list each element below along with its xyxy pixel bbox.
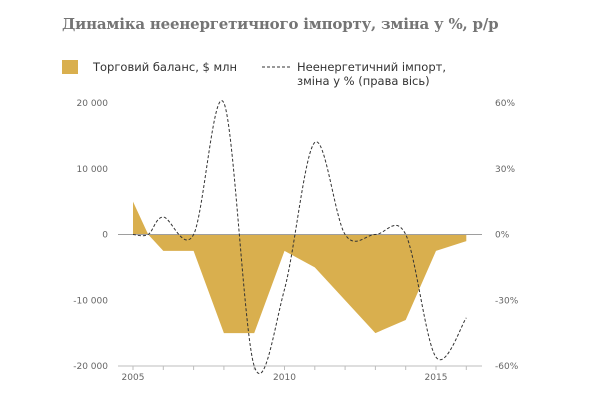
y-right-tick-label: 0%	[495, 231, 510, 241]
legend-line-swatch	[262, 66, 292, 68]
trade-balance-area	[133, 201, 467, 334]
non-energy-import-line	[132, 100, 467, 375]
y-left-tick-label: 0	[102, 231, 108, 241]
legend-area-label: Торговий баланс, $ млн	[93, 60, 238, 74]
y-right-tick-label: -30%	[495, 296, 519, 306]
y-left-tick-label: -10 000	[73, 296, 108, 306]
y-left-tick-label: -20 000	[73, 362, 108, 372]
x-tick-label: 2005	[122, 373, 145, 383]
legend-line-label: Неенергетичний імпорт, зміна у % (права …	[297, 60, 446, 88]
y-right-tick-label: 60%	[495, 99, 515, 109]
legend-area-swatch	[62, 60, 78, 74]
x-tick-label: 2015	[425, 373, 448, 383]
chart-title: Динаміка неенергетичного імпорту, зміна …	[62, 15, 499, 33]
y-left-tick-label: 20 000	[77, 99, 109, 109]
y-right-tick-label: 30%	[495, 165, 515, 175]
x-tick-label: 2010	[273, 373, 296, 383]
y-left-tick-label: 10 000	[77, 165, 109, 175]
y-right-tick-label: -60%	[495, 362, 519, 372]
